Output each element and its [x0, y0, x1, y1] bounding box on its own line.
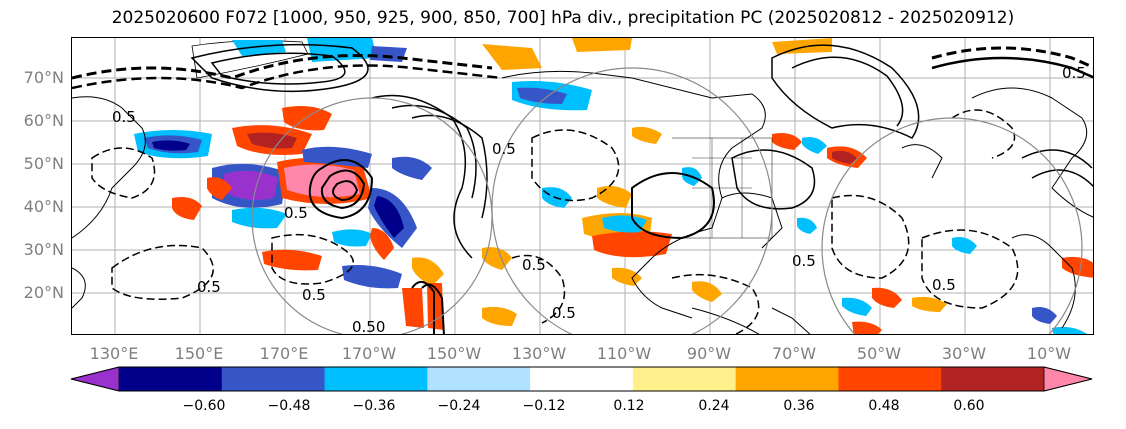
colorbar-segment	[838, 367, 942, 391]
colorbar-segment	[119, 367, 223, 391]
lat-label: 20°N	[23, 283, 64, 302]
colorbar-segment	[427, 367, 531, 391]
map-title: 2025020600 F072 [1000, 950, 925, 900, 85…	[111, 8, 1015, 28]
contour-label: 0.5	[932, 276, 956, 294]
lat-label: 40°N	[23, 197, 64, 216]
divergence-contours	[72, 43, 1093, 334]
reference-circles	[251, 67, 1083, 334]
lon-label: 130°E	[89, 344, 139, 363]
colorbar	[70, 366, 1093, 392]
map-canvas: 0.5 0.5 0.5 0.5 0.5 0.5 0.5 0.50 0.5 0.5…	[72, 38, 1093, 335]
colorbar-tick-label: 0.36	[783, 398, 815, 414]
colorbar-tick-label: −0.36	[352, 398, 396, 414]
contour-label: 0.5	[112, 108, 136, 126]
contour-label: 0.5	[302, 286, 326, 304]
colorbar-outline	[70, 366, 1093, 392]
lon-label: 50°W	[856, 344, 902, 363]
contour-labels: 0.5 0.5 0.5 0.5 0.5 0.5 0.5 0.50 0.5 0.5…	[112, 64, 1086, 335]
lon-label: 150°W	[426, 344, 482, 363]
contour-label: 0.5	[552, 304, 576, 322]
colorbar-segment	[735, 367, 839, 391]
contour-label: 0.5	[522, 256, 546, 274]
lon-label: 150°E	[174, 344, 224, 363]
colorbar-tick-label: −0.24	[437, 398, 481, 414]
colorbar-tick-label: 0.60	[953, 398, 985, 414]
lon-label: 10°W	[1026, 344, 1072, 363]
colorbar-segment	[324, 367, 428, 391]
colorbar-tick-label: 0.12	[613, 398, 645, 414]
contour-label: 0.5	[492, 140, 516, 158]
lat-label: 50°N	[23, 154, 64, 173]
contour-label: 0.5	[284, 204, 308, 222]
colorbar-tick-label: 0.24	[698, 398, 730, 414]
contour-label: 0.50	[352, 318, 385, 335]
lon-label: 30°W	[941, 344, 987, 363]
lon-label: 90°W	[686, 344, 732, 363]
colorbar-tick-label: −0.12	[522, 398, 566, 414]
lon-label: 170°E	[259, 344, 309, 363]
lat-label: 70°N	[23, 68, 64, 87]
lon-label: 130°W	[511, 344, 567, 363]
colorbar-segment	[221, 367, 326, 391]
contour-label: 0.5	[197, 278, 221, 296]
colorbar-segment	[941, 367, 1045, 391]
lat-label: 60°N	[23, 111, 64, 130]
colorbar-extend-max	[1043, 366, 1093, 392]
lat-label: 30°N	[23, 240, 64, 259]
colorbar-segments	[70, 366, 1093, 392]
colorbar-tick-label: −0.48	[267, 398, 311, 414]
contour-label: 0.5	[792, 252, 816, 270]
colorbar-tick-label: −0.60	[182, 398, 226, 414]
colorbar-segment	[530, 367, 634, 391]
lon-label: 110°W	[596, 344, 652, 363]
colorbar-segment	[632, 367, 737, 391]
lon-label: 70°W	[771, 344, 817, 363]
colorbar-tick-label: 0.48	[868, 398, 900, 414]
colorbar-extend-min	[70, 366, 120, 392]
coastlines	[72, 70, 1093, 334]
contour-label: 0.5	[1062, 64, 1086, 82]
map-panel: 0.5 0.5 0.5 0.5 0.5 0.5 0.5 0.50 0.5 0.5…	[71, 37, 1094, 335]
lon-label: 170°W	[341, 344, 397, 363]
